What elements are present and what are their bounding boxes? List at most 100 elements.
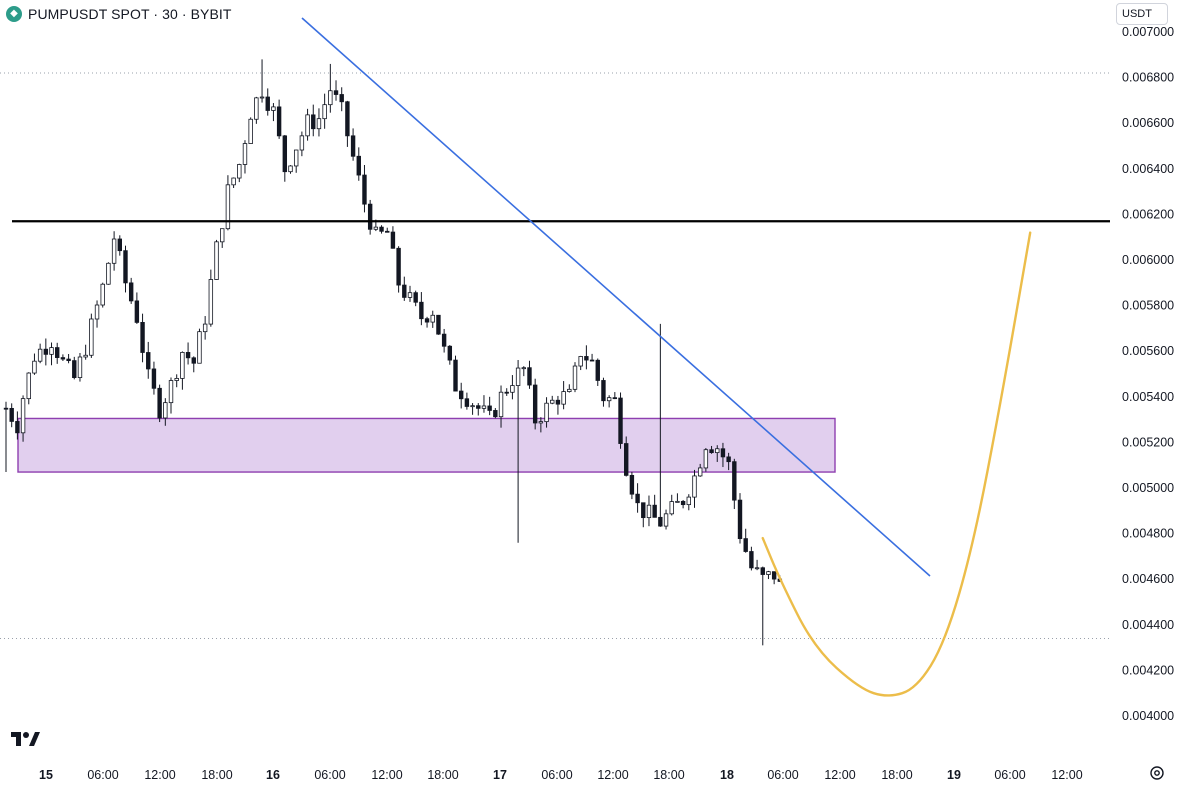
candle-body	[430, 314, 435, 323]
candle-body	[732, 461, 737, 501]
candle-body	[288, 165, 293, 173]
candle-body	[367, 203, 373, 230]
candle-body	[680, 500, 686, 506]
candle-body	[754, 567, 760, 570]
candle-body	[345, 101, 350, 137]
gear-icon[interactable]	[1148, 764, 1166, 782]
candle-body	[26, 372, 31, 400]
symbol-header[interactable]: ◆ PUMPUSDT SPOT · 30 · BYBIT	[6, 4, 238, 24]
candle-body	[652, 504, 657, 518]
candle-body	[419, 301, 424, 320]
candle-body	[458, 390, 464, 400]
candle-body	[100, 283, 105, 306]
candle-body	[43, 348, 49, 355]
demand-zone-layer	[17, 417, 836, 473]
candle-body	[202, 323, 208, 333]
candle-body	[760, 567, 765, 575]
candle-body	[322, 104, 327, 120]
time-tick-label: 15	[39, 768, 53, 782]
time-tick-label: 17	[493, 768, 507, 782]
time-tick-label: 18:00	[653, 768, 684, 782]
price-tick-label: 0.006200	[1122, 207, 1174, 221]
candle-body	[436, 314, 441, 335]
candle-body	[402, 284, 407, 298]
candle-body	[584, 356, 589, 361]
candle-body	[66, 358, 71, 362]
time-tick-label: 06:00	[87, 768, 118, 782]
candle-body	[174, 378, 179, 381]
candle-body	[493, 410, 498, 418]
price-tick-label: 0.007000	[1122, 25, 1174, 39]
candle-body	[567, 388, 572, 392]
candle-body	[311, 114, 316, 130]
candle-body	[254, 97, 259, 120]
time-tick-label: 18:00	[201, 768, 232, 782]
time-tick-label: 06:00	[994, 768, 1025, 782]
candle-body	[362, 174, 367, 205]
time-tick-label: 19	[947, 768, 961, 782]
candle-body	[521, 367, 526, 370]
candle-body	[595, 359, 600, 381]
price-tick-label: 0.006800	[1122, 71, 1174, 85]
candle-body	[248, 118, 253, 144]
candle-body	[111, 238, 117, 264]
candle-body	[89, 318, 94, 356]
candle-body	[49, 347, 54, 355]
candle-body	[601, 380, 606, 402]
candle-body	[396, 247, 401, 286]
time-tick-label: 06:00	[314, 768, 345, 782]
tradingview-logo-icon[interactable]	[10, 731, 40, 752]
price-tick-label: 0.004200	[1122, 663, 1174, 677]
drawing-lines-layer	[12, 17, 1110, 697]
price-tick-label: 0.004800	[1122, 527, 1174, 541]
candle-body	[550, 399, 555, 404]
candle-body	[3, 407, 9, 410]
candle-body	[669, 501, 674, 515]
candle-body	[259, 96, 265, 99]
candle-body	[618, 397, 623, 444]
candle-body	[94, 304, 100, 320]
candle-body	[447, 345, 453, 361]
candle-body	[282, 135, 288, 173]
candle-body	[743, 538, 748, 552]
candle-body	[299, 135, 305, 151]
candle-body	[424, 318, 430, 323]
candle-body	[555, 399, 561, 405]
candle-body	[703, 449, 709, 469]
candle-body	[470, 405, 475, 408]
candle-body	[646, 504, 652, 519]
price-tick-label: 0.005400	[1122, 390, 1174, 404]
candle-body	[464, 398, 470, 407]
candle-body	[379, 226, 384, 232]
price-tick-label: 0.004400	[1122, 618, 1174, 632]
candle-body	[532, 384, 538, 424]
candle-body	[385, 230, 390, 233]
candle-body	[146, 352, 151, 370]
candle-body	[407, 292, 413, 298]
currency-selector[interactable]: USDT	[1116, 3, 1168, 25]
candle-body	[663, 513, 669, 527]
candle-body	[37, 348, 43, 362]
candle-body	[316, 118, 322, 130]
candle-body	[220, 228, 225, 243]
candle-body	[504, 391, 509, 394]
candle-body	[83, 354, 88, 358]
price-axis: 0.007000 0.006800 0.006600 0.006400 0.006200…	[1122, 25, 1174, 723]
price-tick-label: 0.005800	[1122, 299, 1174, 313]
time-tick-label: 18:00	[881, 768, 912, 782]
candle-body	[715, 448, 720, 454]
candle-body	[453, 359, 458, 392]
time-tick-label: 12:00	[144, 768, 175, 782]
demand-zone	[17, 417, 836, 473]
candle-body	[271, 106, 276, 111]
candle-body	[157, 387, 162, 419]
candle-body	[589, 359, 595, 362]
candle-body	[606, 397, 612, 402]
candle-body	[151, 368, 157, 389]
candle-body	[276, 106, 282, 137]
candle-body	[498, 391, 504, 418]
time-tick-label: 12:00	[597, 768, 628, 782]
candle-body	[686, 496, 691, 506]
